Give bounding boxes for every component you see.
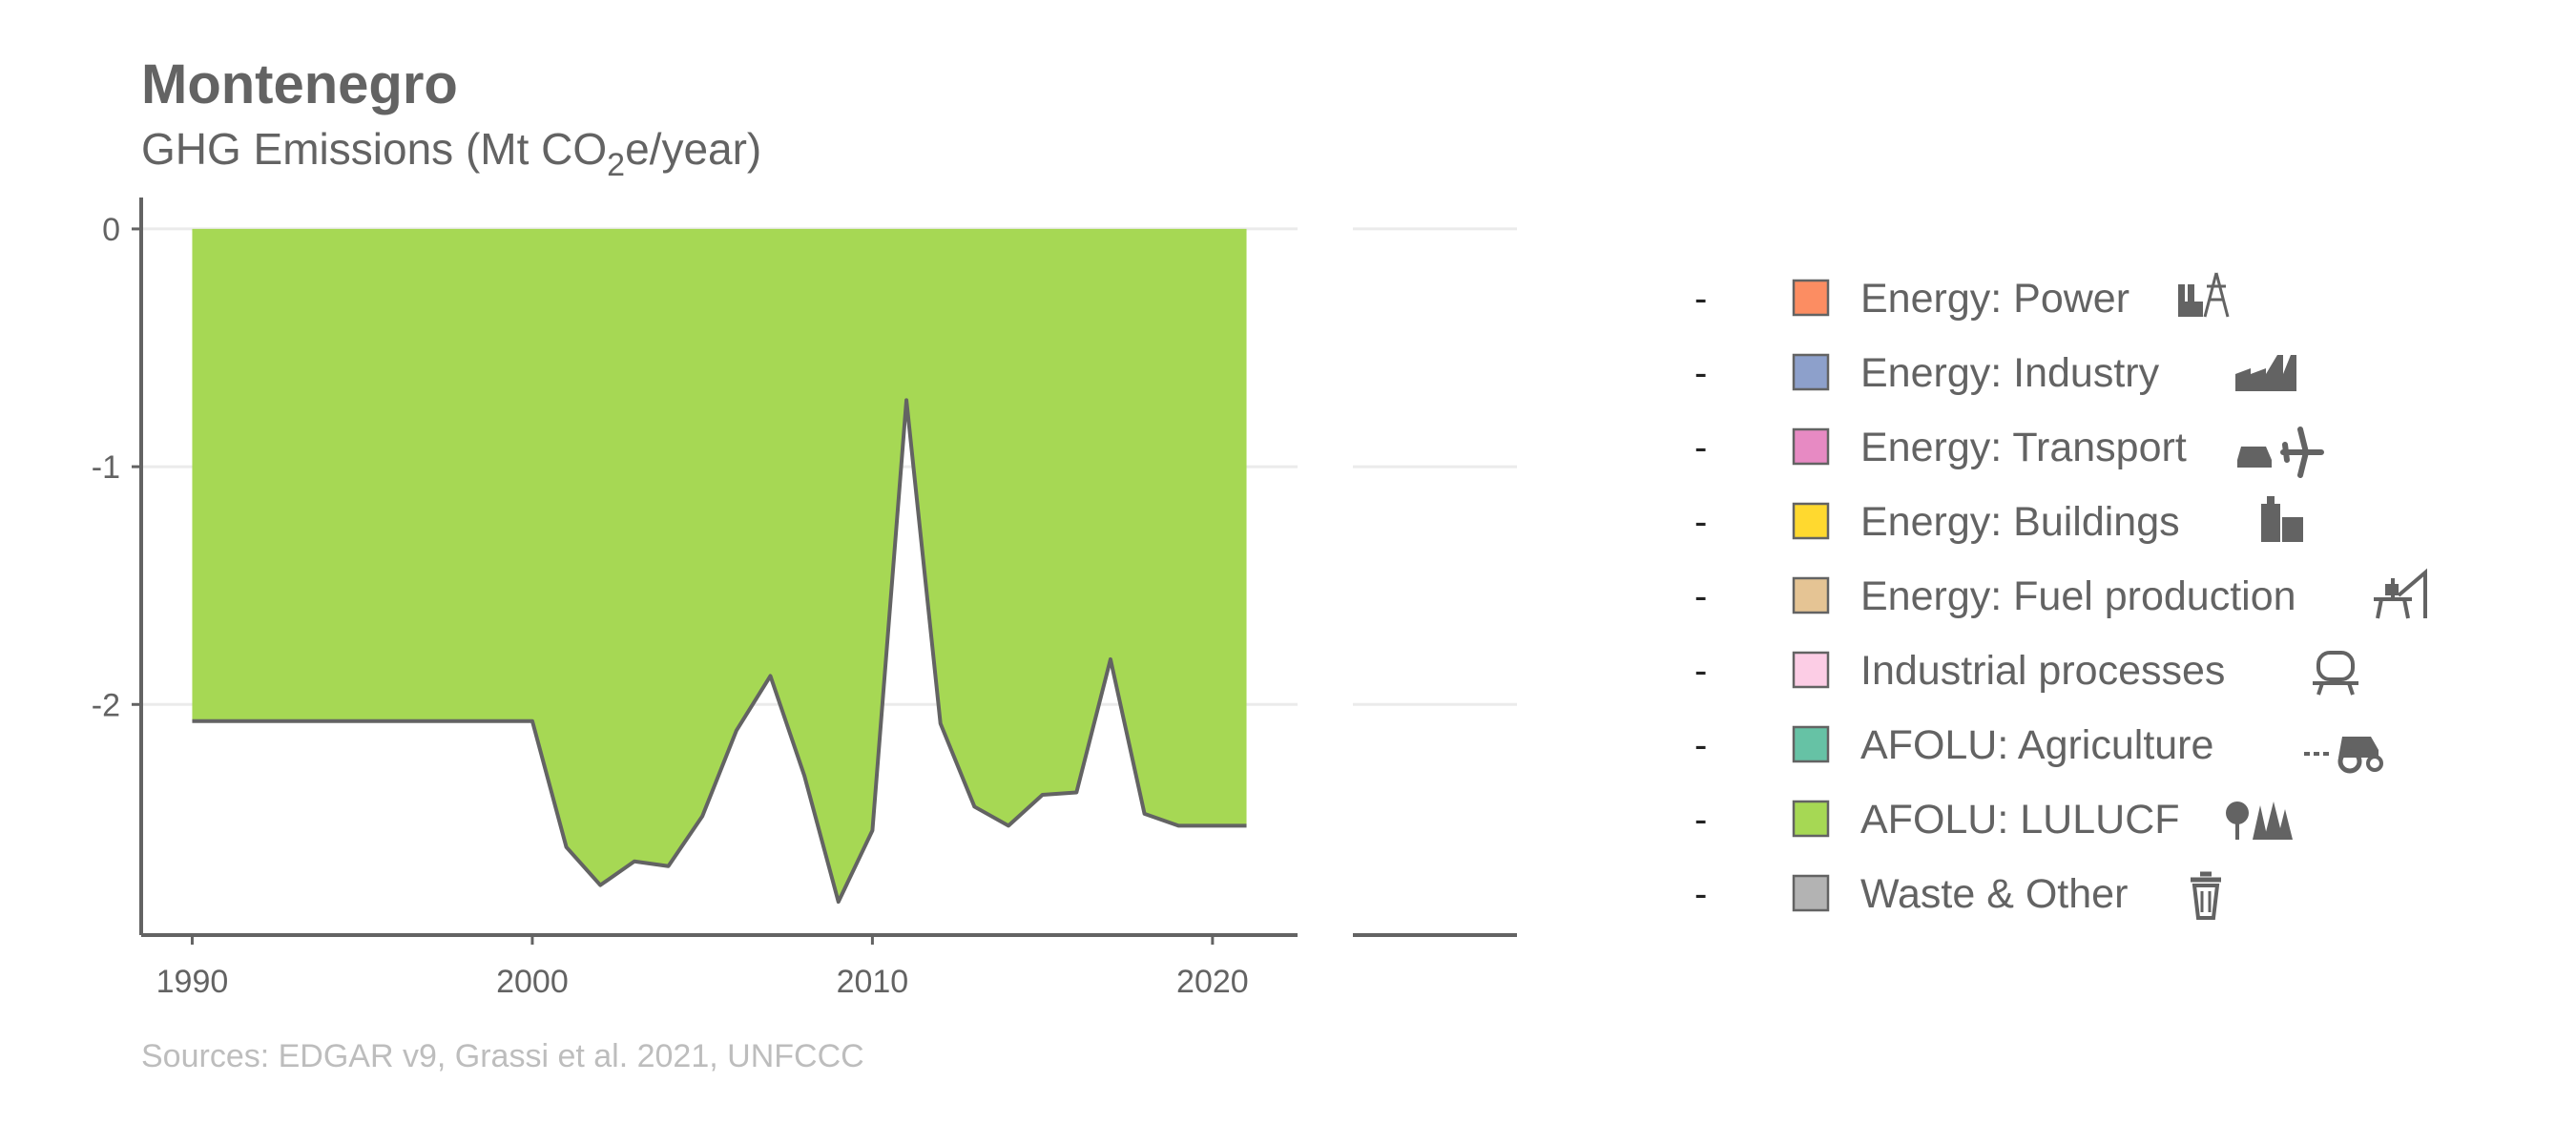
- legend-label: Energy: Fuel production: [1860, 573, 2296, 619]
- legend-dash: -: [1694, 724, 1707, 766]
- area-series: [192, 228, 1247, 905]
- legend-item: - Industrial processes: [1694, 648, 2358, 696]
- legend-item: - Energy: Power: [1694, 272, 2230, 322]
- source-note: Sources: EDGAR v9, Grassi et al. 2021, U…: [141, 1038, 864, 1074]
- legend-dash: -: [1694, 501, 1707, 543]
- legend-dash: -: [1694, 427, 1707, 468]
- legend-swatch: [1792, 576, 1830, 614]
- legend-label: Energy: Transport: [1860, 425, 2187, 470]
- legend-item: - Energy: Transport: [1694, 425, 2324, 478]
- factory-icon: [2235, 355, 2296, 391]
- legend-dash: -: [1694, 352, 1707, 394]
- legend-swatch: [1792, 874, 1830, 912]
- area-fill-lulucf: [192, 228, 1247, 903]
- chart-title: Montenegro: [141, 53, 458, 115]
- legend-item: - Energy: Fuel production: [1694, 568, 2427, 619]
- legend-dash: -: [1694, 873, 1707, 915]
- car-plane-icon: [2237, 427, 2324, 478]
- x-tick-label: 2020: [1176, 964, 1249, 1000]
- power-plant-icon: [2178, 272, 2230, 318]
- legend-item: - Waste & Other: [1694, 871, 2221, 920]
- legend-swatch: [1792, 651, 1830, 689]
- x-tick-label: 2000: [496, 964, 569, 1000]
- legend-label: AFOLU: LULUCF: [1860, 797, 2180, 843]
- x-tick-label: 1990: [156, 964, 229, 1000]
- legend-label: Energy: Buildings: [1860, 499, 2180, 545]
- legend-swatch: [1792, 800, 1830, 838]
- cement-mixer-icon: [2313, 651, 2358, 696]
- legend-swatch: [1792, 502, 1830, 540]
- oil-rig-icon: [2374, 568, 2427, 619]
- legend-dash: -: [1694, 799, 1707, 841]
- legend-swatch: [1792, 725, 1830, 763]
- legend-item: - AFOLU: LULUCF: [1694, 797, 2293, 843]
- legend-label: Energy: Power: [1860, 276, 2129, 322]
- legend-label: Energy: Industry: [1860, 350, 2160, 396]
- legend-item: - Energy: Industry: [1694, 350, 2296, 396]
- legend-dash: -: [1694, 650, 1707, 692]
- buildings-icon: [2261, 496, 2303, 542]
- legend-label: Waste & Other: [1860, 871, 2128, 917]
- legend-item: - AFOLU: Agriculture: [1694, 722, 2383, 774]
- legend-swatch: [1792, 353, 1830, 391]
- legend-dash: -: [1694, 278, 1707, 320]
- legend-item: - Energy: Buildings: [1694, 496, 2303, 545]
- trees-icon: [2226, 802, 2293, 840]
- area-outline-lulucf: [192, 398, 1247, 905]
- y-tick-label: 0: [102, 212, 120, 248]
- chart-subtitle: GHG Emissions (Mt CO2e/year): [141, 124, 761, 183]
- legend-swatch: [1792, 427, 1830, 466]
- y-tick-label: -2: [92, 687, 120, 723]
- y-tick-label: -1: [92, 449, 120, 486]
- x-tick-label: 2010: [837, 964, 909, 1000]
- tractor-icon: [2304, 737, 2383, 774]
- legend-dash: -: [1694, 575, 1707, 617]
- legend-swatch: [1792, 279, 1830, 317]
- legend-label: AFOLU: Agriculture: [1860, 722, 2213, 768]
- legend-label: Industrial processes: [1860, 648, 2225, 694]
- trash-icon: [2191, 871, 2221, 920]
- axes: 0 -1 -2 1990 2000 2010 2020: [92, 198, 1517, 1000]
- legend: - Energy: Power - Energy: Industry - Energy: …: [1694, 272, 2427, 920]
